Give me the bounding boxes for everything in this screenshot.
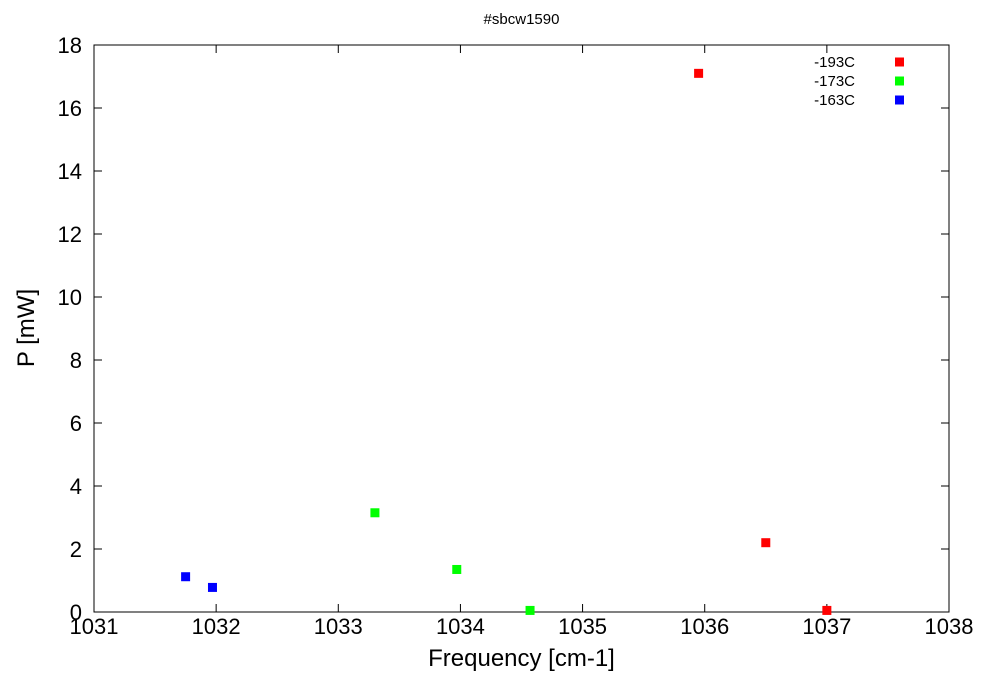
y-tick-label: 2 [70,537,82,562]
x-axis-title: Frequency [cm-1] [428,645,615,672]
y-tick-label: 16 [58,96,82,121]
x-tick-label: 1032 [192,614,241,639]
legend: -193C -173C -163C [814,54,904,109]
y-tick-label: 10 [58,285,82,310]
chart-title: #sbcw1590 [484,11,560,28]
y-axis-title: P [mW] [13,289,40,367]
legend-label: -163C [814,92,855,109]
data-point [181,572,191,582]
data-point [525,605,535,615]
y-tick-label: 8 [70,348,82,373]
data-point [370,508,380,518]
x-tick-label: 1038 [925,614,974,639]
y-tick-label: 18 [58,33,82,58]
legend-swatch [895,95,904,105]
y-tick-label: 14 [58,159,82,184]
x-axis-ticks: 1031 1032 1033 1034 1035 1036 1037 1038 [70,45,974,639]
x-tick-label: 1034 [436,614,485,639]
data-point [207,582,217,592]
x-tick-label: 1037 [802,614,851,639]
legend-label: -193C [814,54,855,71]
x-tick-label: 1031 [70,614,119,639]
x-tick-label: 1033 [314,614,363,639]
legend-swatch [895,76,904,86]
data-point [452,564,462,574]
y-axis-ticks: 0 2 4 6 8 10 12 14 16 18 [58,33,949,625]
legend-swatch [895,57,904,67]
data-point [694,68,704,78]
x-tick-label: 1036 [680,614,729,639]
plot-area [93,44,950,613]
y-tick-label: 12 [58,222,82,247]
x-tick-label: 1035 [558,614,607,639]
y-tick-label: 6 [70,411,82,436]
data-points [181,68,832,615]
data-point [761,538,771,548]
data-point [822,605,832,615]
y-tick-label: 0 [70,600,82,625]
legend-label: -173C [814,73,855,90]
y-tick-label: 4 [70,474,82,499]
